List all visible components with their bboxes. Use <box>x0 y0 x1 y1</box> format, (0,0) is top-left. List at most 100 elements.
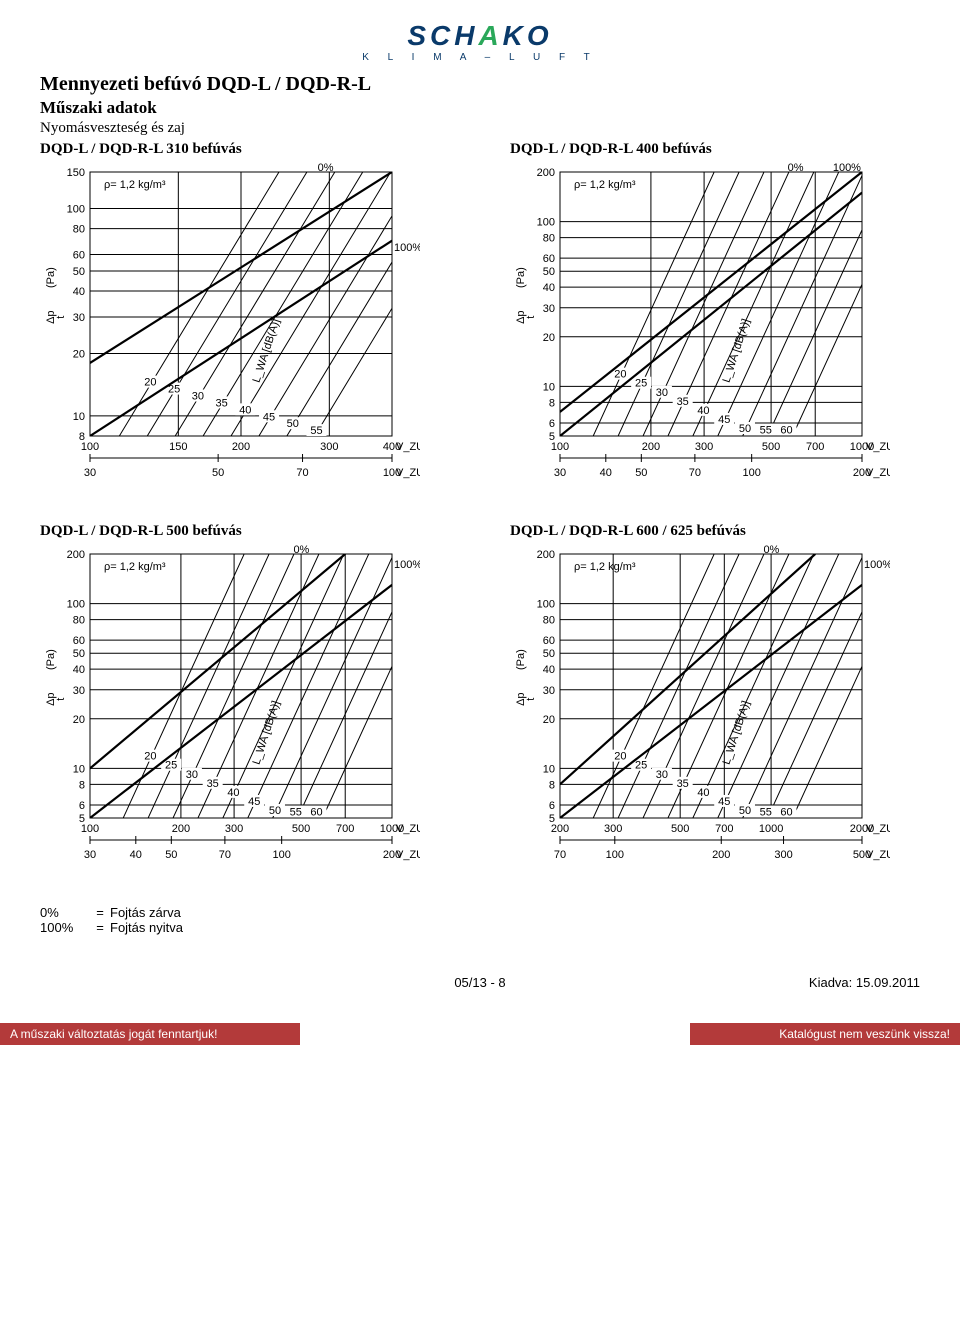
section-label: Nyomásveszteség és zaj <box>40 120 920 137</box>
svg-text:t: t <box>55 698 67 701</box>
svg-text:300: 300 <box>320 441 338 453</box>
brand-logo: SCHAKO K L I M A – L U F T <box>40 20 920 63</box>
svg-text:L_WA [dB(A)]: L_WA [dB(A)] <box>251 317 283 384</box>
svg-text:50: 50 <box>287 418 299 430</box>
svg-text:45: 45 <box>718 796 730 808</box>
svg-text:100: 100 <box>606 849 624 861</box>
svg-text:300: 300 <box>695 441 713 453</box>
svg-text:50: 50 <box>165 849 177 861</box>
svg-text:40: 40 <box>130 849 142 861</box>
svg-text:50: 50 <box>269 805 281 817</box>
svg-text:6: 6 <box>79 800 85 812</box>
svg-text:30: 30 <box>73 685 85 697</box>
svg-text:50: 50 <box>73 266 85 278</box>
svg-text:60: 60 <box>310 807 322 819</box>
footer-center: 05/13 - 8 <box>40 975 920 990</box>
svg-text:300: 300 <box>604 823 622 835</box>
chart-310-title: DQD-L / DQD-R-L 310 befúvás <box>40 141 450 158</box>
svg-text:30: 30 <box>84 849 96 861</box>
svg-text:V_ZU [l/s]: V_ZU [l/s] <box>866 467 890 479</box>
svg-text:20: 20 <box>543 714 555 726</box>
svg-text:55: 55 <box>760 425 772 437</box>
legend: 0% = Fojtás zárva 100% = Fojtás nyitva <box>40 905 920 935</box>
svg-text:200: 200 <box>537 549 555 561</box>
footer-right: Kiadva: 15.09.2011 <box>809 975 920 990</box>
svg-text:100: 100 <box>81 823 99 835</box>
svg-text:60: 60 <box>780 807 792 819</box>
svg-text:55: 55 <box>310 425 322 437</box>
svg-text:50: 50 <box>73 648 85 660</box>
svg-text:35: 35 <box>207 778 219 790</box>
svg-text:1000: 1000 <box>759 823 783 835</box>
svg-text:70: 70 <box>554 849 566 861</box>
svg-text:35: 35 <box>677 778 689 790</box>
svg-text:100: 100 <box>272 849 290 861</box>
svg-text:8: 8 <box>549 779 555 791</box>
svg-text:200: 200 <box>551 823 569 835</box>
svg-text:80: 80 <box>73 224 85 236</box>
svg-text:40: 40 <box>543 282 555 294</box>
svg-text:200: 200 <box>67 549 85 561</box>
svg-text:ρ= 1,2 kg/m³: ρ= 1,2 kg/m³ <box>104 179 166 191</box>
svg-text:L_WA [dB(A)]: L_WA [dB(A)] <box>721 317 753 384</box>
svg-text:60: 60 <box>73 635 85 647</box>
chart-400-title: DQD-L / DQD-R-L 400 befúvás <box>510 141 920 158</box>
svg-text:55: 55 <box>760 807 772 819</box>
svg-text:20: 20 <box>144 751 156 763</box>
svg-text:70: 70 <box>689 467 701 479</box>
svg-text:50: 50 <box>543 648 555 660</box>
svg-text:700: 700 <box>806 441 824 453</box>
svg-text:200: 200 <box>172 823 190 835</box>
svg-text:200: 200 <box>232 441 250 453</box>
legend-closed-key: 0% <box>40 905 90 920</box>
svg-text:10: 10 <box>73 411 85 423</box>
svg-text:45: 45 <box>248 796 260 808</box>
svg-text:0%: 0% <box>293 544 309 556</box>
svg-text:30: 30 <box>543 303 555 315</box>
logo-accent: A <box>478 20 502 51</box>
svg-text:10: 10 <box>73 763 85 775</box>
svg-text:0%: 0% <box>763 544 779 556</box>
svg-text:100%: 100% <box>394 559 420 571</box>
svg-text:(Pa): (Pa) <box>45 267 57 288</box>
svg-text:ρ= 1,2 kg/m³: ρ= 1,2 kg/m³ <box>574 179 636 191</box>
page-title: Mennyezeti befúvó DQD-L / DQD-R-L <box>40 73 920 96</box>
chart-400: 2001008060504030201086510020030050070010… <box>510 160 890 493</box>
svg-text:20: 20 <box>614 369 626 381</box>
svg-text:100: 100 <box>537 599 555 611</box>
svg-text:V_ZU (m³/h): V_ZU (m³/h) <box>396 441 420 453</box>
svg-text:10: 10 <box>543 763 555 775</box>
svg-text:25: 25 <box>635 760 647 772</box>
svg-text:8: 8 <box>549 397 555 409</box>
svg-text:50: 50 <box>212 467 224 479</box>
svg-text:6: 6 <box>549 800 555 812</box>
svg-text:V_ZU (m³/h): V_ZU (m³/h) <box>866 441 890 453</box>
svg-text:20: 20 <box>144 377 156 389</box>
svg-text:40: 40 <box>600 467 612 479</box>
svg-text:30: 30 <box>543 685 555 697</box>
svg-text:(Pa): (Pa) <box>515 267 527 288</box>
chart-600: 2001008060504030201086520030050070010002… <box>510 542 890 875</box>
svg-text:300: 300 <box>774 849 792 861</box>
svg-text:ρ= 1,2 kg/m³: ρ= 1,2 kg/m³ <box>104 561 166 573</box>
svg-text:10: 10 <box>543 381 555 393</box>
svg-text:V_ZU [l/s]: V_ZU [l/s] <box>396 467 420 479</box>
svg-text:20: 20 <box>73 714 85 726</box>
svg-text:50: 50 <box>543 266 555 278</box>
svg-text:100: 100 <box>537 217 555 229</box>
legend-open-key: 100% <box>40 920 90 935</box>
svg-text:700: 700 <box>336 823 354 835</box>
svg-text:8: 8 <box>79 779 85 791</box>
svg-text:80: 80 <box>73 615 85 627</box>
svg-text:80: 80 <box>543 615 555 627</box>
svg-text:8: 8 <box>79 431 85 443</box>
svg-text:50: 50 <box>739 423 751 435</box>
svg-text:35: 35 <box>215 397 227 409</box>
svg-text:200: 200 <box>712 849 730 861</box>
svg-text:ρ= 1,2 kg/m³: ρ= 1,2 kg/m³ <box>574 561 636 573</box>
svg-text:100: 100 <box>551 441 569 453</box>
logo-part1: SCH <box>407 20 478 51</box>
svg-text:t: t <box>525 698 537 701</box>
svg-text:20: 20 <box>614 751 626 763</box>
svg-text:40: 40 <box>543 664 555 676</box>
